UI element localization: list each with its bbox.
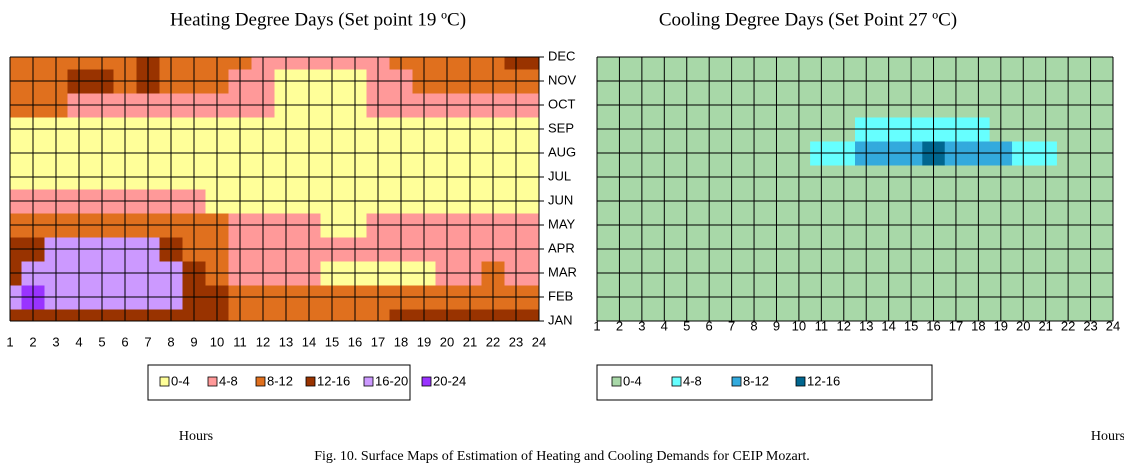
- x-tick-label: 24: [1106, 318, 1120, 333]
- x-tick-label: 2: [616, 318, 623, 333]
- x-tick-label: 9: [773, 318, 780, 333]
- x-tick-label: 16: [926, 318, 940, 333]
- x-tick-label: 4: [75, 334, 82, 349]
- x-tick-label: 20: [1016, 318, 1030, 333]
- y-tick-label: MAR: [548, 264, 577, 279]
- cell: [10, 309, 22, 321]
- y-tick-label: JUL: [548, 168, 571, 183]
- x-tick-label: 14: [302, 334, 316, 349]
- legend-swatch: [305, 376, 316, 387]
- x-tick-label: 24: [532, 334, 546, 349]
- legend-box: [147, 364, 411, 401]
- x-tick-label: 21: [1038, 318, 1052, 333]
- x-tick-label: 3: [52, 334, 59, 349]
- x-axis-label: Hours: [1091, 429, 1124, 444]
- y-tick-label: MAY: [548, 216, 576, 231]
- x-tick-label: 8: [750, 318, 757, 333]
- x-tick-label: 11: [233, 334, 247, 349]
- x-tick-label: 2: [29, 334, 36, 349]
- x-tick-label: 12: [837, 318, 851, 333]
- cell: [527, 57, 539, 70]
- legend-swatch: [255, 376, 266, 387]
- chart-title: Cooling Degree Days (Set Point 27 ºC): [659, 9, 957, 30]
- x-tick-label: 23: [1083, 318, 1097, 333]
- cell: [1101, 309, 1113, 321]
- y-tick-label: AUG: [548, 144, 576, 159]
- y-tick-label: JUN: [548, 192, 573, 207]
- x-tick-label: 16: [348, 334, 362, 349]
- legend-label: 0-4: [171, 373, 190, 388]
- x-tick-label: 13: [859, 318, 873, 333]
- cell: [597, 57, 609, 70]
- x-tick-label: 20: [440, 334, 454, 349]
- legend-box: [596, 364, 933, 401]
- y-tick-label: OCT: [548, 96, 576, 111]
- x-tick-label: 22: [1061, 318, 1075, 333]
- x-tick-label: 17: [371, 334, 385, 349]
- legend-swatch: [671, 376, 682, 387]
- y-tick-label: NOV: [548, 72, 577, 87]
- x-tick-label: 1: [6, 334, 13, 349]
- legend-label: 0-4: [623, 373, 642, 388]
- x-tick-label: 5: [98, 334, 105, 349]
- x-tick-label: 22: [486, 334, 500, 349]
- cell: [527, 309, 539, 321]
- legend-label: 12-16: [807, 373, 840, 388]
- x-tick-label: 18: [971, 318, 985, 333]
- x-tick-label: 7: [144, 334, 151, 349]
- legend-label: 16-20: [375, 373, 408, 388]
- x-tick-label: 15: [904, 318, 918, 333]
- y-tick-label: JAN: [548, 312, 573, 327]
- x-tick-label: 7: [728, 318, 735, 333]
- x-tick-label: 15: [325, 334, 339, 349]
- y-tick-label: FEB: [548, 288, 573, 303]
- x-tick-label: 11: [815, 318, 829, 333]
- y-tick-label: DEC: [548, 48, 575, 63]
- x-tick-label: 13: [279, 334, 293, 349]
- x-tick-label: 12: [256, 334, 270, 349]
- legend-swatch: [611, 376, 622, 387]
- legend-swatch: [207, 376, 218, 387]
- x-tick-label: 1: [593, 318, 600, 333]
- x-tick-label: 21: [463, 334, 477, 349]
- x-tick-label: 10: [792, 318, 806, 333]
- caption: Fig. 10. Surface Maps of Estimation of H…: [314, 449, 810, 464]
- plot-area: [10, 57, 539, 321]
- x-tick-label: 6: [121, 334, 128, 349]
- cell: [597, 309, 609, 321]
- legend-swatch: [795, 376, 806, 387]
- legend-swatch: [421, 376, 432, 387]
- x-tick-label: 19: [994, 318, 1008, 333]
- x-axis-label: Hours: [179, 429, 213, 444]
- x-tick-label: 5: [683, 318, 690, 333]
- x-tick-label: 10: [210, 334, 224, 349]
- legend-swatch: [731, 376, 742, 387]
- x-tick-label: 9: [190, 334, 197, 349]
- x-tick-label: 3: [638, 318, 645, 333]
- x-tick-label: 19: [417, 334, 431, 349]
- legend-label: 12-16: [317, 373, 350, 388]
- cell: [10, 57, 22, 70]
- legend-label: 8-12: [743, 373, 769, 388]
- plot-area: [597, 57, 1113, 321]
- x-tick-label: 17: [949, 318, 963, 333]
- legend-label: 4-8: [683, 373, 702, 388]
- x-tick-label: 23: [509, 334, 523, 349]
- legend-label: 20-24: [433, 373, 466, 388]
- legend-label: 4-8: [219, 373, 238, 388]
- x-tick-label: 4: [661, 318, 668, 333]
- x-tick-label: 8: [167, 334, 174, 349]
- cell: [1101, 57, 1113, 70]
- y-tick-label: APR: [548, 240, 575, 255]
- chart-title: Heating Degree Days (Set point 19 ºC): [170, 9, 466, 30]
- x-tick-label: 6: [706, 318, 713, 333]
- y-tick-label: SEP: [548, 120, 574, 135]
- legend-swatch: [363, 376, 374, 387]
- x-tick-label: 18: [394, 334, 408, 349]
- x-tick-label: 14: [881, 318, 895, 333]
- legend-label: 8-12: [267, 373, 293, 388]
- legend-swatch: [159, 376, 170, 387]
